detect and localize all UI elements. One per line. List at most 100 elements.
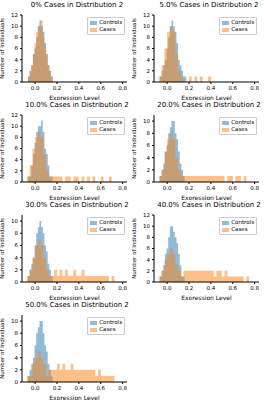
svg-text:6: 6 (15, 145, 19, 151)
svg-text:4: 4 (15, 157, 19, 163)
svg-text:0: 0 (15, 179, 19, 185)
svg-text:2: 2 (15, 168, 19, 174)
svg-text:2: 2 (15, 68, 19, 74)
svg-text:0.6: 0.6 (228, 85, 237, 91)
svg-text:0.6: 0.6 (228, 285, 237, 291)
svg-text:Expression Level: Expression Level (49, 94, 100, 100)
html-text:5.0% Cases in Distribution 2: 5.0% Cases in Distribution 2 (159, 1, 259, 9)
svg-text:6: 6 (15, 342, 19, 348)
svg-text:4: 4 (15, 255, 19, 261)
svg-text:12: 12 (11, 12, 18, 18)
svg-text:8: 8 (147, 34, 151, 40)
svg-text:8: 8 (15, 230, 19, 236)
svg-text:2: 2 (147, 68, 151, 74)
svg-text:0.8: 0.8 (118, 285, 127, 291)
svg-text:0.4: 0.4 (207, 285, 216, 291)
svg-text:0.4: 0.4 (75, 385, 84, 391)
svg-text:6: 6 (147, 45, 151, 51)
svg-text:10: 10 (11, 23, 18, 29)
svg-text:10: 10 (143, 23, 150, 29)
svg-text:0.2: 0.2 (53, 385, 62, 391)
svg-text:0.6: 0.6 (228, 185, 237, 191)
svg-text:2: 2 (15, 267, 19, 273)
svg-text:2: 2 (147, 167, 151, 173)
svg-text:0.2: 0.2 (185, 285, 194, 291)
svg-text:8: 8 (147, 130, 151, 136)
svg-text:0.4: 0.4 (75, 185, 84, 191)
svg-text:4: 4 (147, 57, 151, 63)
svg-text:Expression Level: Expression Level (49, 294, 100, 300)
svg-text:Number of Individuals: Number of Individuals (132, 218, 137, 279)
svg-text:10: 10 (11, 318, 18, 324)
svg-text:0.0: 0.0 (31, 385, 40, 391)
svg-text:0.6: 0.6 (96, 285, 105, 291)
svg-text:6: 6 (15, 45, 19, 51)
svg-text:0.6: 0.6 (96, 85, 105, 91)
svg-text:Expression Level: Expression Level (49, 394, 100, 400)
svg-text:12: 12 (11, 112, 18, 118)
svg-text:0.0: 0.0 (31, 185, 40, 191)
svg-text:0.8: 0.8 (118, 85, 127, 91)
svg-text:10: 10 (143, 223, 150, 229)
svg-text:12: 12 (143, 12, 150, 18)
svg-text:4: 4 (147, 155, 151, 161)
svg-text:0.0: 0.0 (163, 85, 172, 91)
svg-text:4: 4 (15, 355, 19, 361)
svg-text:0.4: 0.4 (75, 85, 84, 91)
svg-text:0: 0 (147, 179, 151, 185)
svg-text:0.8: 0.8 (250, 85, 256, 91)
svg-text:0.8: 0.8 (118, 185, 127, 191)
svg-text:0.2: 0.2 (53, 185, 62, 191)
html-text:10.0% Cases in Distribution 2: 10.0% Cases in Distribution 2 (25, 101, 129, 109)
svg-text:0: 0 (147, 79, 151, 85)
svg-text:Expression Level: Expression Level (181, 94, 232, 100)
svg-text:0.4: 0.4 (207, 85, 216, 91)
svg-text:0.6: 0.6 (96, 385, 105, 391)
html-text:50.0% Cases in Distribution 2: 50.0% Cases in Distribution 2 (25, 301, 129, 309)
svg-text:0.4: 0.4 (207, 185, 216, 191)
html-text:Cases: Cases (99, 26, 116, 32)
svg-text:8: 8 (147, 234, 151, 240)
svg-text:0.0: 0.0 (163, 185, 172, 191)
svg-text:0.2: 0.2 (53, 285, 62, 291)
html-text:0% Cases in Distribution 2: 0% Cases in Distribution 2 (30, 1, 124, 9)
svg-text:10: 10 (11, 123, 18, 129)
svg-text:4: 4 (15, 57, 19, 63)
svg-text:12: 12 (143, 212, 150, 218)
svg-text:0.0: 0.0 (163, 285, 172, 291)
svg-text:0.6: 0.6 (96, 185, 105, 191)
svg-text:6: 6 (147, 142, 151, 148)
html-text:30.0% Cases in Distribution 2: 30.0% Cases in Distribution 2 (25, 201, 129, 209)
svg-text:0.0: 0.0 (31, 285, 40, 291)
svg-text:0.8: 0.8 (250, 285, 256, 291)
svg-text:2: 2 (147, 268, 151, 274)
svg-text:6: 6 (15, 242, 19, 248)
svg-text:0.2: 0.2 (53, 85, 62, 91)
svg-text:0.2: 0.2 (185, 85, 194, 91)
svg-text:0: 0 (15, 379, 19, 385)
svg-text:0.2: 0.2 (185, 185, 194, 191)
svg-text:Number of Individuals: Number of Individuals (132, 18, 137, 79)
svg-text:Expression Level: Expression Level (49, 194, 100, 200)
svg-text:0.4: 0.4 (75, 285, 84, 291)
svg-text:0.0: 0.0 (31, 85, 40, 91)
svg-text:0.8: 0.8 (250, 185, 256, 191)
svg-text:Expression Level: Expression Level (181, 294, 232, 300)
svg-text:10: 10 (143, 118, 150, 124)
svg-text:8: 8 (15, 330, 19, 336)
html-text:Controls: Controls (99, 19, 122, 25)
svg-text:0: 0 (15, 79, 19, 85)
svg-text:0.8: 0.8 (118, 385, 127, 391)
svg-text:0: 0 (15, 279, 19, 285)
html-text:20.0% Cases in Distribution 2: 20.0% Cases in Distribution 2 (157, 101, 261, 109)
svg-text:4: 4 (147, 257, 151, 263)
svg-text:6: 6 (147, 245, 151, 251)
svg-text:2: 2 (15, 367, 19, 373)
html-text:40.0% Cases in Distribution 2: 40.0% Cases in Distribution 2 (157, 201, 261, 209)
svg-text:Expression Level: Expression Level (181, 194, 232, 200)
svg-text:Number of Individuals: Number of Individuals (132, 118, 137, 179)
svg-text:8: 8 (15, 34, 19, 40)
svg-text:0: 0 (147, 279, 151, 285)
svg-text:8: 8 (15, 134, 19, 140)
svg-text:10: 10 (11, 218, 18, 224)
